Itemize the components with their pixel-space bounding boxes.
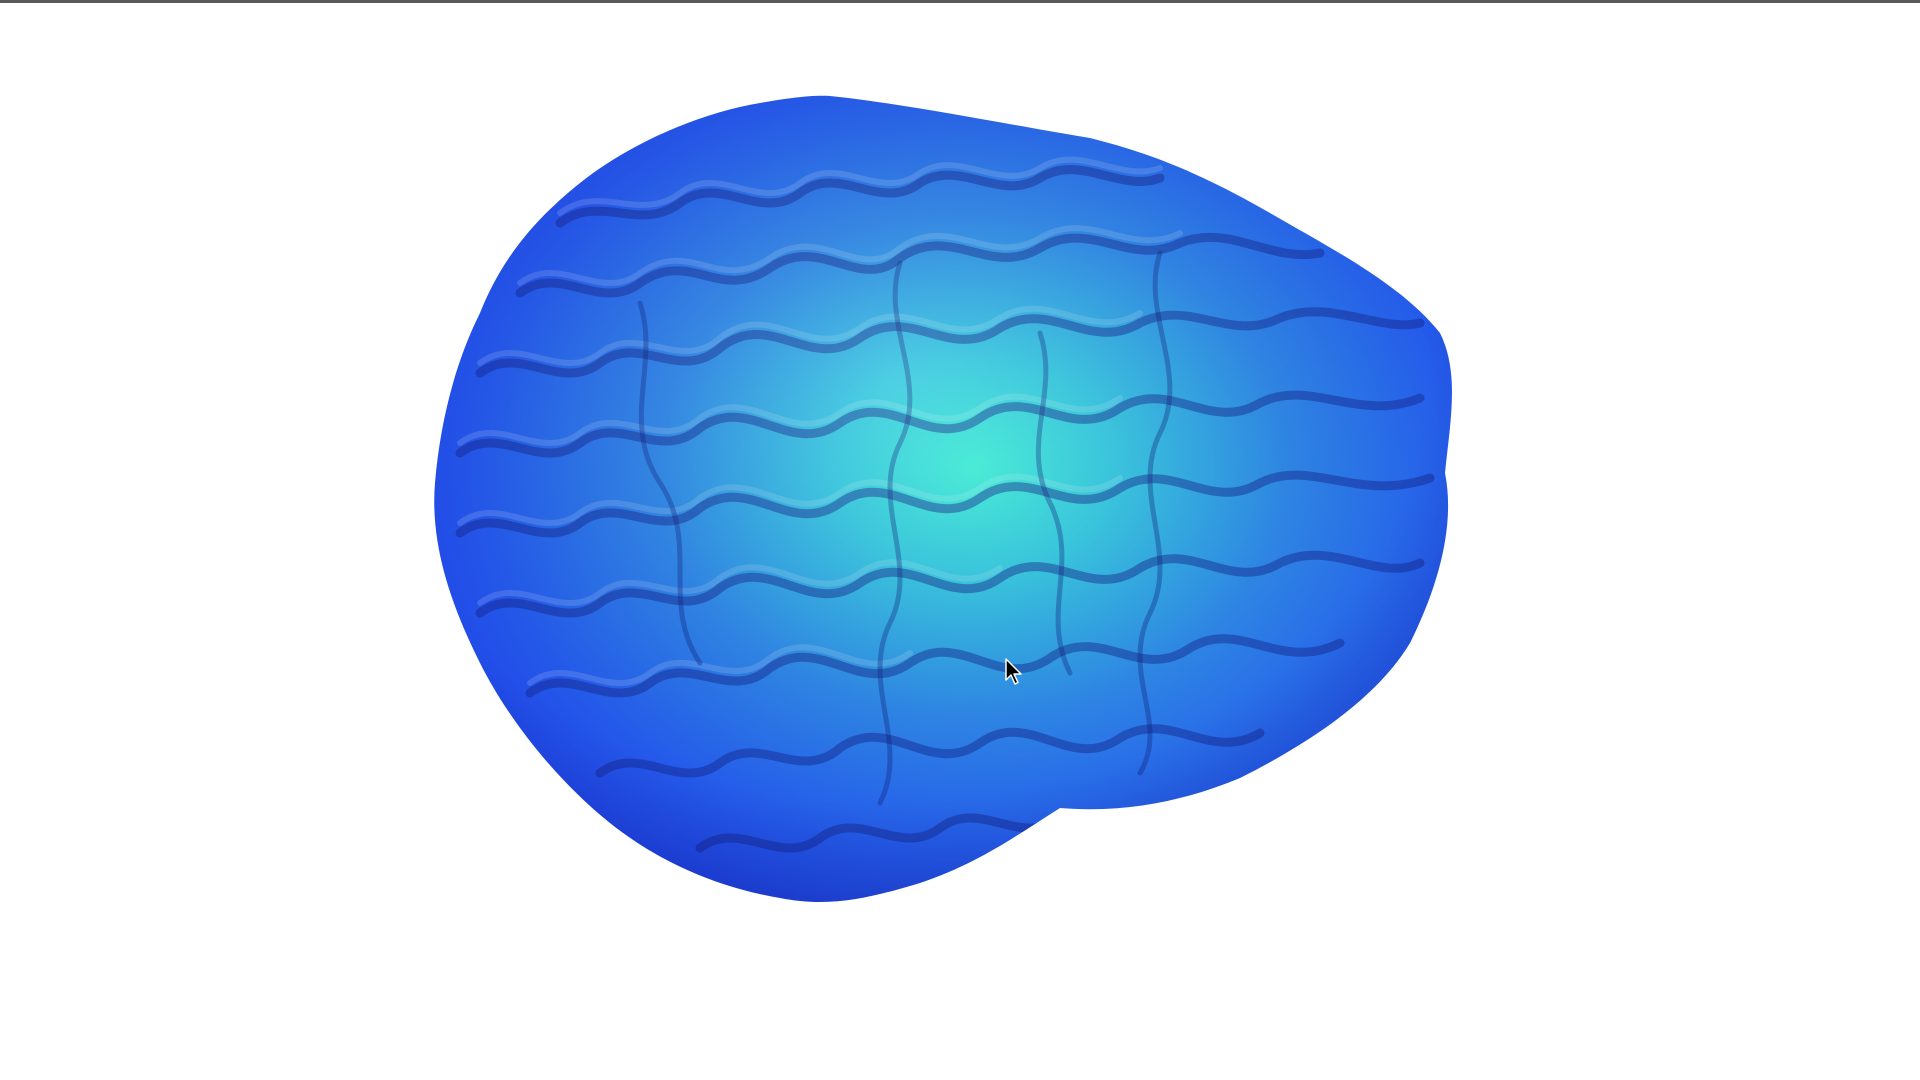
- arrow-cursor-icon: [1005, 658, 1025, 686]
- surface-shading: [434, 95, 1452, 903]
- window-top-border: [0, 0, 1920, 3]
- 3d-render-viewport[interactable]: [0, 3, 1920, 1080]
- brain-render[interactable]: [0, 3, 1920, 1080]
